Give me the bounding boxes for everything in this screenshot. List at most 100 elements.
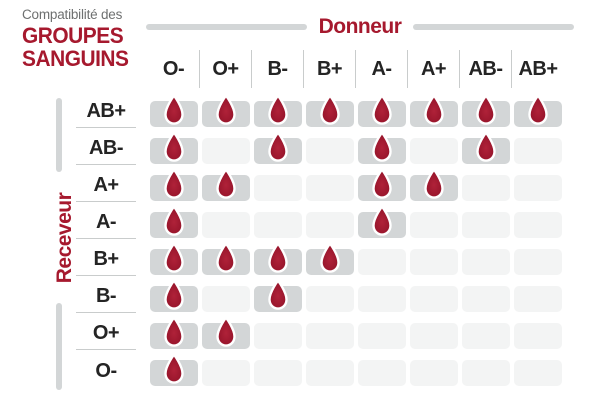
matrix-cell — [514, 175, 562, 201]
matrix-cell — [514, 138, 562, 164]
blood-drop-icon — [216, 242, 236, 273]
receiver-rule-bottom — [56, 303, 62, 390]
donor-axis-label: Donneur — [318, 15, 402, 38]
chart-title-block: Compatibilité des GROUPES SANGUINS — [22, 7, 134, 70]
donor-rule-right — [413, 24, 575, 30]
matrix-cell — [202, 242, 250, 275]
matrix-cell — [306, 360, 354, 386]
blood-drop-icon — [424, 94, 444, 125]
row-label-b-: B- — [76, 281, 136, 313]
chart-title-line-1: GROUPES — [22, 23, 124, 49]
matrix-cell — [514, 249, 562, 275]
matrix-cell — [306, 323, 354, 349]
row-label-a-: A- — [76, 207, 136, 239]
matrix-cell — [202, 212, 250, 238]
matrix-cell — [306, 286, 354, 312]
blood-drop-icon — [372, 94, 392, 125]
blood-drop-icon — [164, 316, 184, 347]
blood-drop-icon — [216, 168, 236, 199]
column-header-ab+: AB+ — [518, 57, 558, 80]
column-header-ab-: AB- — [460, 50, 512, 88]
matrix-cell — [150, 94, 198, 127]
matrix-cell — [358, 360, 406, 386]
matrix-cell — [462, 360, 510, 386]
matrix-cell — [306, 138, 354, 164]
row-label-o-: O- — [95, 359, 117, 382]
matrix-cell — [254, 175, 302, 201]
matrix-cell — [358, 168, 406, 201]
matrix-cell — [462, 249, 510, 275]
column-header-a+: A+ — [408, 50, 460, 88]
matrix-cell — [254, 242, 302, 275]
matrix-cell — [306, 242, 354, 275]
matrix-cell — [254, 94, 302, 127]
matrix-cell — [254, 131, 302, 164]
column-header-a-: A- — [356, 50, 408, 88]
blood-drop-icon — [164, 279, 184, 310]
matrix-cell — [150, 279, 198, 312]
donor-rule-left — [146, 24, 307, 30]
blood-drop-icon — [268, 279, 288, 310]
column-headers: O- O+ B- B+ A- A+ AB- AB+ — [148, 50, 564, 88]
blood-drop-icon — [372, 168, 392, 199]
blood-drop-icon — [164, 353, 184, 384]
blood-drop-icon — [164, 205, 184, 236]
row-label-a+: A+ — [76, 170, 136, 202]
blood-drop-icon — [372, 131, 392, 162]
matrix-cell — [514, 286, 562, 312]
column-header-o+: O+ — [200, 50, 252, 88]
matrix-cell — [202, 168, 250, 201]
matrix-cell — [514, 323, 562, 349]
matrix-cell — [514, 360, 562, 386]
matrix-cell — [358, 249, 406, 275]
matrix-cell — [514, 94, 562, 127]
matrix-cell — [150, 316, 198, 349]
matrix-cell — [254, 323, 302, 349]
matrix-cell — [306, 94, 354, 127]
column-header-b-: B- — [252, 50, 304, 88]
row-label-ab+: AB+ — [76, 96, 136, 128]
row-label-o+: O+ — [76, 318, 136, 350]
matrix-cell — [150, 131, 198, 164]
receiver-rule-top — [56, 98, 62, 172]
matrix-cell — [410, 168, 458, 201]
matrix-cell — [358, 94, 406, 127]
blood-drop-icon — [268, 242, 288, 273]
chart-subtitle: Compatibilité des — [22, 7, 123, 22]
blood-drop-icon — [320, 242, 340, 273]
matrix-cell — [306, 175, 354, 201]
matrix-cell — [462, 94, 510, 127]
matrix-cell — [254, 212, 302, 238]
matrix-cell — [410, 323, 458, 349]
matrix-cell — [462, 323, 510, 349]
matrix-cell — [462, 175, 510, 201]
blood-drop-icon — [164, 168, 184, 199]
row-label-b+: B+ — [76, 244, 136, 276]
matrix-cell — [254, 279, 302, 312]
matrix-cell — [202, 286, 250, 312]
matrix-cell — [410, 286, 458, 312]
matrix-cell — [358, 323, 406, 349]
matrix-cell — [514, 212, 562, 238]
matrix-grid — [150, 94, 562, 386]
donor-axis-header: Donneur — [146, 14, 575, 40]
matrix-cell — [410, 249, 458, 275]
blood-drop-icon — [164, 131, 184, 162]
matrix-cell — [410, 212, 458, 238]
blood-drop-icon — [320, 94, 340, 125]
row-label-ab-: AB- — [76, 133, 136, 165]
blood-drop-icon — [372, 205, 392, 236]
matrix-cell — [202, 94, 250, 127]
matrix-cell — [254, 360, 302, 386]
blood-drop-icon — [216, 316, 236, 347]
matrix-cell — [358, 131, 406, 164]
matrix-cell — [150, 205, 198, 238]
blood-drop-icon — [268, 94, 288, 125]
blood-drop-icon — [528, 94, 548, 125]
row-labels: AB+ AB- A+ A- B+ B- O+ O- — [76, 96, 136, 392]
blood-drop-icon — [164, 242, 184, 273]
matrix-cell — [358, 286, 406, 312]
matrix-cell — [358, 205, 406, 238]
matrix-cell — [462, 131, 510, 164]
